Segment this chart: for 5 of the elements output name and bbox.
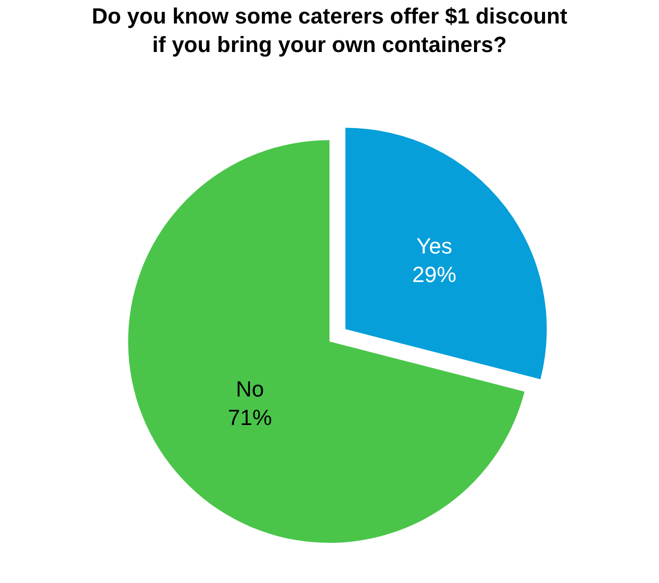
slice-label: No xyxy=(236,376,264,402)
slice-label: Yes xyxy=(416,233,452,258)
chart-title: Do you know some caterers offer $1 discount if you bring your own containers? xyxy=(92,3,568,57)
data-label: 71% xyxy=(228,405,272,430)
data-label: 29% xyxy=(412,262,456,288)
